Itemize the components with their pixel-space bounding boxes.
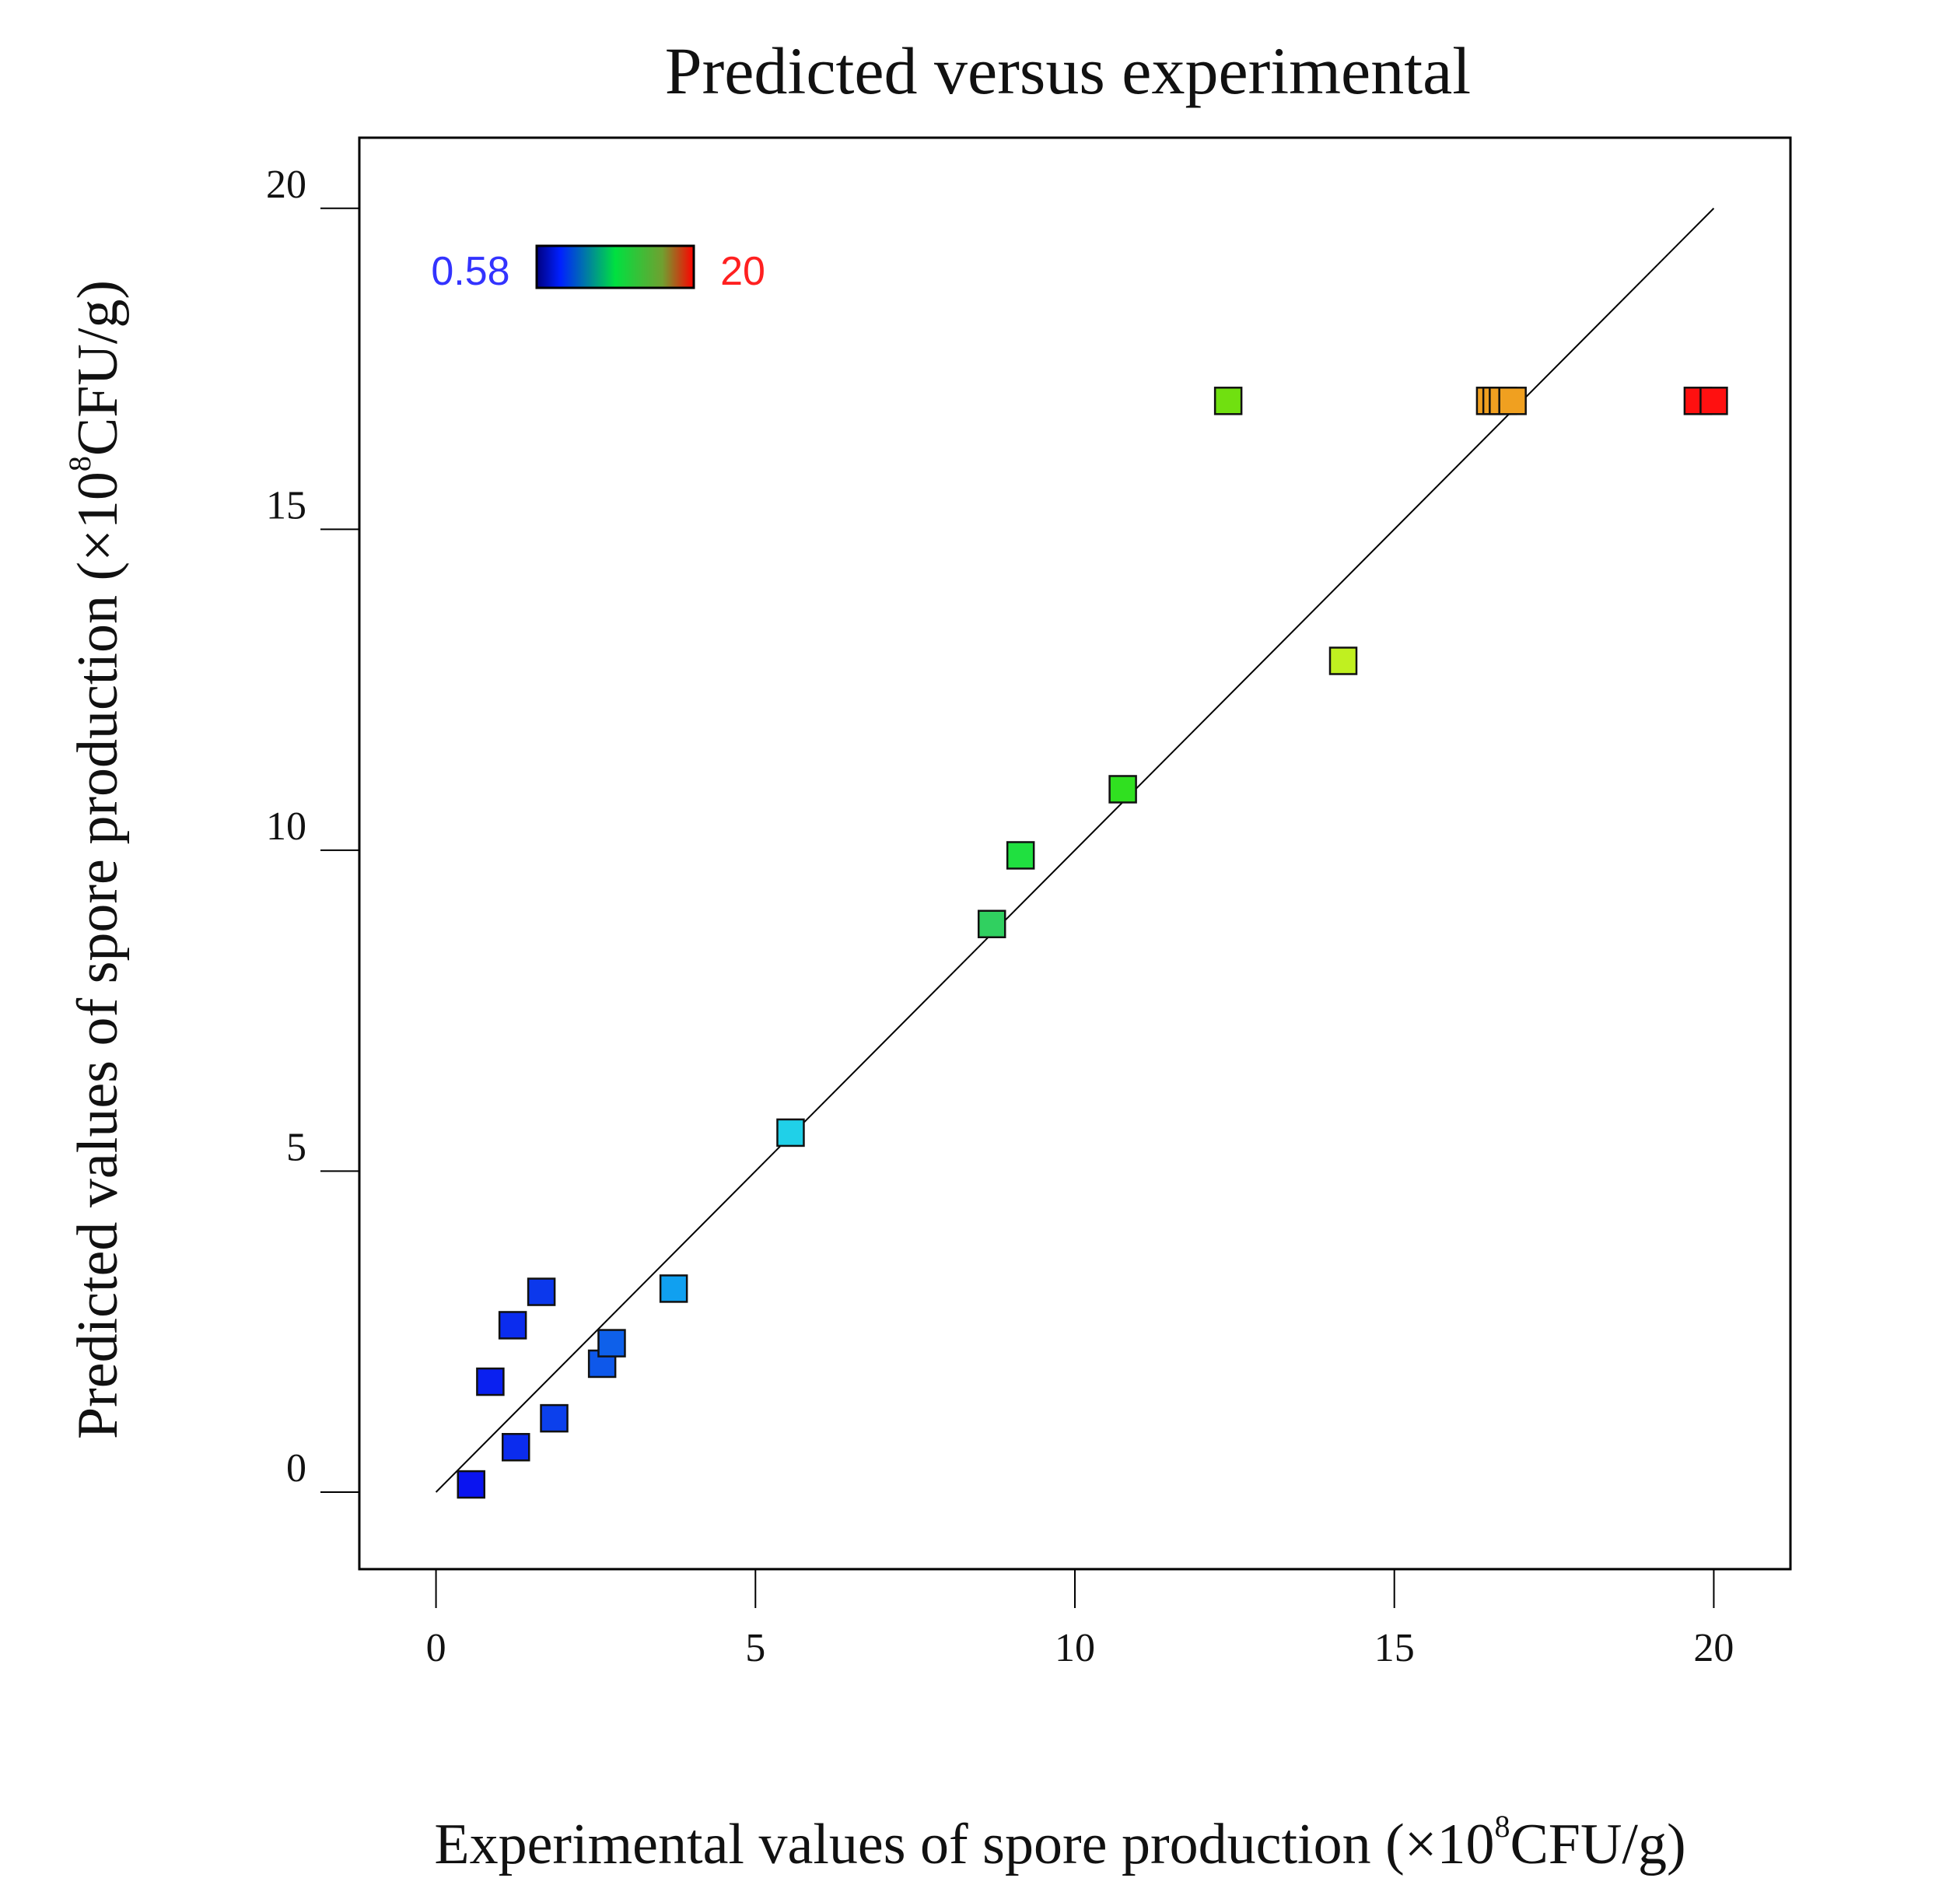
y-tick-label: 20	[266, 163, 306, 207]
data-point	[1699, 387, 1728, 415]
data-point	[1328, 646, 1358, 675]
colorbar-legend: 0.58 20	[431, 244, 765, 294]
data-point	[540, 1403, 569, 1433]
x-axis-label: Experimental values of spore production …	[434, 1809, 1685, 1876]
x-axis: 0 5 10 15 20	[426, 1569, 1734, 1670]
data-point	[1006, 841, 1035, 870]
y-axis-label: Predicted values of spore production (×1…	[62, 280, 130, 1439]
data-point	[1498, 387, 1527, 415]
data-points	[457, 387, 1728, 1499]
x-tick-label: 5	[745, 1626, 765, 1670]
colorbar-gradient	[535, 244, 695, 289]
colorbar-max-label: 20	[720, 249, 765, 294]
y-tick-label: 0	[286, 1446, 306, 1491]
data-point	[776, 1118, 805, 1147]
y-axis-label-unit: CFU/g)	[66, 280, 130, 456]
data-point	[1213, 387, 1243, 415]
x-axis-label-main: Experimental values of spore production …	[434, 1813, 1494, 1876]
x-tick-label: 15	[1374, 1626, 1415, 1670]
x-tick-label: 20	[1693, 1626, 1734, 1670]
y-axis: 0 5 10 15 20	[266, 163, 359, 1493]
x-tick-label: 10	[1055, 1626, 1095, 1670]
y-tick-label: 5	[286, 1125, 306, 1169]
y-tick-label: 15	[266, 483, 306, 527]
data-point	[1108, 775, 1137, 804]
y-tick-label: 10	[266, 804, 306, 849]
y-axis-label-exponent: 8	[62, 456, 97, 471]
reference-line	[435, 208, 1715, 1493]
x-tick-label: 0	[426, 1626, 446, 1670]
y-axis-label-main: Predicted values of spore production (×1…	[66, 471, 130, 1439]
data-point	[597, 1329, 626, 1358]
data-point	[498, 1311, 527, 1340]
data-point	[502, 1432, 530, 1462]
data-point	[977, 909, 1006, 939]
chart-title: Predicted versus experimental	[665, 33, 1471, 108]
data-point	[457, 1470, 485, 1499]
data-point	[527, 1277, 556, 1306]
x-axis-label-exponent: 8	[1494, 1809, 1510, 1844]
data-point	[476, 1367, 505, 1396]
x-axis-label-unit: CFU/g)	[1510, 1813, 1685, 1876]
data-point	[659, 1274, 688, 1303]
colorbar-min-label: 0.58	[431, 249, 509, 294]
